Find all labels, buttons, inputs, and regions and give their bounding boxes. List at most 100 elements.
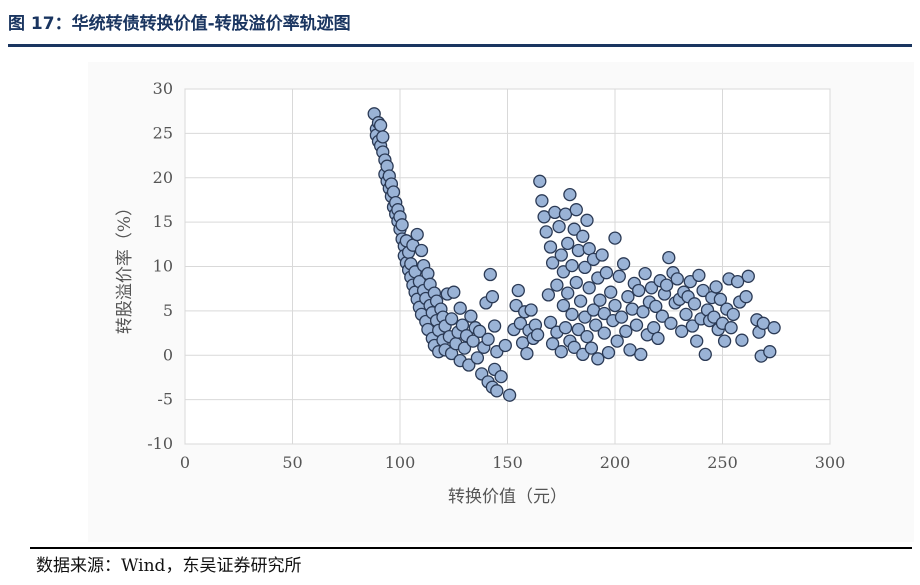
data-point — [490, 384, 504, 398]
data-point — [580, 213, 594, 227]
data-point — [625, 302, 639, 316]
data-point — [593, 293, 607, 307]
data-point — [662, 250, 676, 265]
data-point — [565, 307, 579, 322]
data-point — [487, 319, 502, 333]
data-point — [481, 332, 495, 346]
data-point — [610, 334, 624, 348]
data-point — [767, 321, 781, 335]
y-tick-label: -10 — [147, 434, 173, 453]
data-point — [545, 256, 560, 270]
data-point — [571, 243, 586, 258]
data-point — [649, 299, 663, 314]
data-point — [690, 334, 704, 348]
data-point — [730, 274, 745, 289]
data-point — [520, 346, 534, 361]
data-point — [554, 345, 568, 359]
data-point — [548, 205, 562, 220]
data-point — [675, 324, 689, 338]
data-point — [584, 341, 599, 355]
scatter-chart: 0 50 100 150 200 250 300 -10 -5 0 5 10 15 20 25 30 转换价值（… — [115, 79, 845, 507]
x-axis-label: 转换价值（元） — [448, 487, 567, 507]
data-point — [739, 290, 753, 304]
data-point — [608, 231, 622, 245]
x-tick-label: 200 — [600, 453, 631, 472]
title-divider — [8, 44, 912, 47]
y-tick-label: 25 — [153, 123, 173, 142]
data-point — [472, 324, 487, 338]
data-point — [726, 307, 740, 322]
data-point — [569, 275, 583, 290]
data-point — [709, 280, 723, 294]
data-point — [698, 347, 712, 362]
data-point — [659, 278, 674, 292]
chart-panel: 0 50 100 150 200 250 300 -10 -5 0 5 10 15 20 25 30 转换价值（… — [88, 62, 914, 542]
data-point — [567, 340, 581, 354]
data-point — [717, 334, 732, 348]
data-point — [558, 321, 573, 335]
data-point — [494, 369, 508, 384]
data-point — [651, 331, 665, 346]
data-point — [724, 321, 738, 335]
x-tick-label: 100 — [385, 453, 416, 472]
data-point — [614, 310, 629, 324]
data-point — [447, 285, 461, 299]
data-point — [561, 236, 575, 251]
data-point — [735, 333, 749, 347]
data-point — [582, 281, 596, 295]
data-point — [386, 185, 401, 199]
data-point — [670, 272, 684, 286]
data-point — [552, 219, 566, 234]
data-point — [580, 329, 594, 344]
x-tick-label: 250 — [707, 453, 738, 472]
y-tick-label: 20 — [153, 168, 173, 187]
data-point — [608, 298, 622, 313]
data-point — [567, 222, 581, 236]
data-point — [513, 316, 528, 330]
data-point — [644, 281, 659, 295]
data-point — [629, 318, 644, 332]
data-point — [664, 316, 678, 330]
data-point — [685, 319, 700, 333]
data-point — [655, 309, 669, 323]
data-point — [599, 266, 614, 280]
data-point — [444, 312, 459, 326]
y-tick-label: 10 — [153, 257, 173, 276]
data-point — [533, 174, 547, 188]
data-point — [638, 266, 652, 281]
data-point — [539, 225, 553, 239]
y-tick-label: -5 — [157, 390, 173, 409]
y-tick-label: 5 — [163, 301, 173, 320]
figure-title: 图 17：华统转债转换价值-转股溢价率轨迹图 — [8, 14, 351, 34]
data-point — [556, 298, 571, 313]
data-point — [462, 358, 476, 372]
data-point — [692, 268, 706, 283]
data-point — [589, 318, 603, 332]
data-point — [741, 269, 755, 283]
data-point — [466, 334, 480, 348]
data-point — [591, 352, 605, 366]
y-tick-label: 30 — [153, 79, 173, 98]
data-point — [543, 240, 558, 254]
data-point — [414, 243, 429, 258]
data-point — [535, 194, 549, 208]
data-point — [395, 218, 409, 232]
data-point — [410, 227, 424, 242]
data-point — [636, 305, 650, 319]
data-point — [376, 130, 390, 144]
data-point — [573, 294, 588, 308]
data-point — [576, 229, 590, 243]
data-point — [616, 257, 631, 271]
data-point — [421, 266, 435, 281]
data-point — [634, 347, 648, 362]
data-point — [453, 301, 467, 315]
x-tick-label: 50 — [282, 453, 302, 472]
data-point — [524, 303, 538, 317]
data-point — [457, 341, 472, 355]
data-point — [713, 292, 728, 306]
data-point — [597, 306, 611, 321]
data-point — [483, 267, 497, 282]
data-point — [485, 290, 500, 304]
data-point — [619, 324, 633, 338]
data-point — [464, 309, 478, 323]
